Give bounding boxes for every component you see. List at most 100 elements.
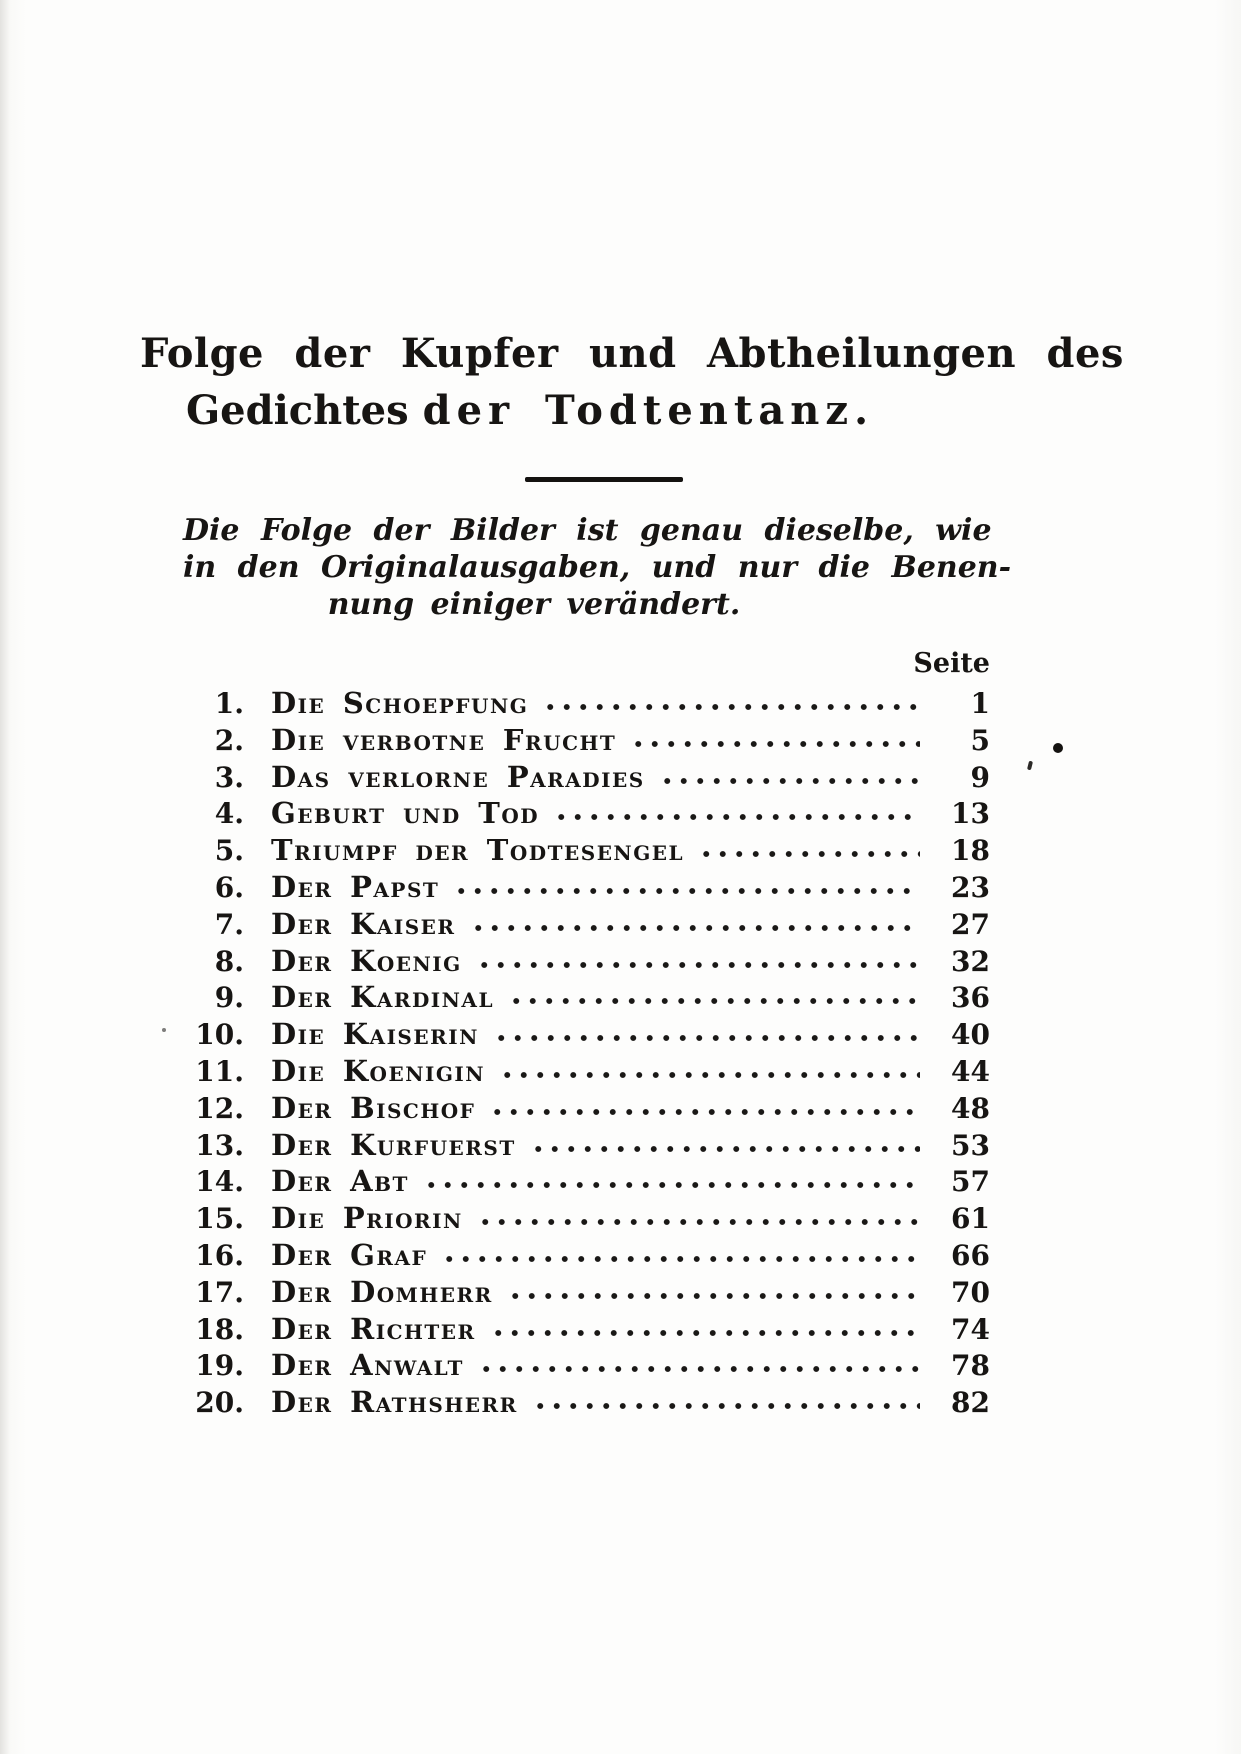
dot-leader	[506, 1291, 920, 1302]
toc-entry-title: Geburt und Tod	[271, 796, 540, 831]
toc-entry-page: 74	[951, 1312, 990, 1346]
toc-entry-number: 19.	[195, 1349, 244, 1383]
dot-leader	[489, 1107, 920, 1118]
toc-entry-number: 4.	[214, 797, 244, 831]
toc-entry-page: 5	[970, 723, 990, 757]
dot-leader	[542, 703, 920, 713]
toc-row: 5. Triumpf der Todtesengel 18	[170, 833, 990, 870]
toc-entry-title: Der Abt	[271, 1164, 409, 1199]
toc-entry-page: 82	[951, 1386, 990, 1420]
toc-row: 11. Die Koenigin 44	[170, 1054, 990, 1091]
toc-entry-page: 70	[951, 1275, 990, 1309]
toc-entry-number: 15.	[195, 1202, 244, 1236]
toc-entry-number: 18.	[195, 1312, 244, 1346]
toc-row: 14. Der Abt 57	[170, 1164, 990, 1201]
toc-entry-title: Der Kurfuerst	[271, 1127, 516, 1162]
toc-entry-number: 9.	[214, 981, 244, 1015]
toc-entry-title: Der Papst	[271, 869, 440, 904]
toc-row: 9. Der Kardinal 36	[170, 980, 990, 1017]
toc-entry-title: Der Kardinal	[271, 980, 495, 1015]
page-title: Folge der Kupfer und Abtheilungen des Ge…	[140, 330, 1124, 434]
page-title-line1: Folge der Kupfer und Abtheilungen des	[140, 330, 1124, 377]
toc-entry-number: 17.	[195, 1275, 244, 1309]
toc-entry-title: Der Graf	[271, 1237, 428, 1272]
toc-entry-page: 1	[970, 687, 990, 720]
toc-entry-number: 13.	[195, 1128, 244, 1162]
toc-entry-number: 10.	[195, 1018, 244, 1052]
toc-row: 7. Der Kaiser 27	[170, 907, 990, 944]
dot-leader	[499, 1070, 920, 1081]
toc-entry-number: 7.	[214, 907, 244, 941]
toc-entry-title: Der Koenig	[271, 943, 462, 978]
toc-entry-number: 3.	[214, 760, 244, 794]
toc-entry-number: 2.	[214, 723, 244, 757]
toc-row: 13. Der Kurfuerst 53	[170, 1128, 990, 1165]
toc-entry-page: 57	[951, 1165, 990, 1199]
dot-leader	[529, 1144, 920, 1155]
toc-entry-title: Der Anwalt	[271, 1348, 464, 1383]
toc-entry-page: 36	[951, 981, 990, 1015]
toc-entry-page: 40	[951, 1018, 990, 1052]
toc-entry-number: 6.	[214, 870, 244, 904]
toc-entry-title: Die verbotne Frucht	[271, 722, 617, 757]
dot-leader	[469, 923, 920, 934]
toc-entry-number: 1.	[214, 687, 244, 720]
dot-leader	[698, 850, 920, 861]
intro-line-3: nung einiger verändert.	[327, 587, 741, 622]
toc-entry-number: 5.	[214, 834, 244, 868]
toc-entry-title: Das verlorne Paradies	[271, 759, 645, 794]
title-divider-rule	[525, 477, 683, 482]
toc-row: 16. Der Graf 66	[170, 1238, 990, 1275]
toc-entry-page: 27	[951, 907, 990, 941]
scan-speck-faint	[162, 1028, 166, 1032]
toc-entry-title: Die Koenigin	[271, 1053, 486, 1088]
intro-line-2: in den Originalausgaben, und nur die Ben…	[183, 550, 1012, 585]
toc-entry-title: Der Bischof	[271, 1090, 476, 1125]
dot-leader	[489, 1328, 920, 1339]
toc-entry-number: 14.	[195, 1165, 244, 1199]
scan-speck-dot	[1053, 743, 1063, 753]
toc-entry-page: 48	[951, 1091, 990, 1125]
toc-entry-page: 32	[951, 944, 990, 978]
toc-entry-title: Die Schoepfung	[271, 686, 529, 720]
page-title-line2-spaced: der Todtentanz.	[422, 387, 875, 434]
toc-entry-title: Der Richter	[271, 1311, 476, 1346]
dot-leader	[453, 886, 920, 897]
toc-entry-title: Der Kaiser	[271, 906, 456, 941]
toc-entry-number: 16.	[195, 1238, 244, 1272]
page-title-line2-word: Gedichtes	[185, 387, 409, 434]
toc-row: 6. Der Papst 23	[170, 870, 990, 907]
dot-leader	[441, 1254, 920, 1265]
toc-entry-number: 12.	[195, 1091, 244, 1125]
toc-entry-page: 66	[951, 1238, 990, 1272]
dot-leader	[508, 997, 920, 1008]
toc-entry-page: 23	[951, 870, 990, 904]
dot-leader	[531, 1402, 920, 1413]
toc-entry-page: 78	[951, 1349, 990, 1383]
toc-entry-number: 11.	[195, 1054, 244, 1088]
dot-leader	[475, 960, 920, 971]
toc-entry-title: Die Priorin	[271, 1201, 463, 1236]
dot-leader	[630, 739, 920, 750]
toc-row: 19. Der Anwalt 78	[170, 1348, 990, 1385]
toc-row: 18. Der Richter 74	[170, 1312, 990, 1349]
toc-entry-page: 9	[970, 760, 990, 794]
toc-entry-title: Die Kaiserin	[271, 1017, 479, 1052]
toc-entry-page: 44	[951, 1054, 990, 1088]
dot-leader	[477, 1365, 920, 1376]
toc-row: 1. Die Schoepfung 1	[170, 686, 990, 723]
toc-row: 12. Der Bischof 48	[170, 1091, 990, 1128]
page-title-line2: Gedichtes der Todtentanz.	[140, 387, 920, 434]
scan-speck-tick	[1026, 760, 1034, 771]
toc-row: 17. Der Domherr 70	[170, 1275, 990, 1312]
toc-entry-number: 8.	[214, 944, 244, 978]
toc-entry-page: 18	[951, 834, 990, 868]
intro-note: Die Folge der Bilder ist genau dieselbe,…	[183, 512, 1012, 623]
toc-row: 15. Die Priorin 61	[170, 1201, 990, 1238]
toc-entry-page: 53	[951, 1128, 990, 1162]
toc-list: 1. Die Schoepfung 1 2. Die verbotne Fruc…	[170, 686, 990, 1422]
dot-leader	[422, 1181, 920, 1192]
toc-entry-title: Der Domherr	[271, 1274, 493, 1309]
dot-leader	[553, 813, 920, 824]
